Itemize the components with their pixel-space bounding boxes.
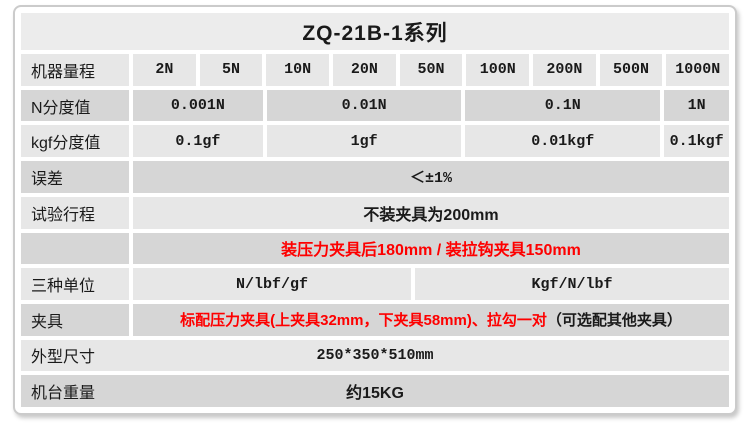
kgf-division-value: 0.1kgf — [664, 125, 730, 158]
fixture-value: 标配压力夹具(上夹具32mm，下夹具58mm)、拉勾一对 （可选配其他夹具） — [133, 303, 729, 336]
units-value: Kgf/N/lbf — [415, 268, 729, 300]
fixture-value-red: 标配压力夹具(上夹具32mm，下夹具58mm)、拉勾一对 — [180, 312, 547, 330]
row-label-fixture: 夹具 — [21, 303, 129, 336]
range-value: 20N — [333, 54, 396, 86]
spec-table-panel: ZQ-21B-1系列 机器量程 2N 5N 10N 20N 50N 100N 2… — [13, 5, 737, 415]
title-row: ZQ-21B-1系列 — [21, 13, 729, 50]
row-label-units: 三种单位 — [21, 268, 129, 300]
error-value: ＜±1% — [133, 161, 729, 193]
fixture-value-black: （可选配其他夹具） — [546, 312, 682, 330]
row-label-stroke-with-fixture — [21, 232, 129, 265]
row-error: 误差 ＜±1% — [21, 161, 729, 193]
row-stroke: 试验行程 不装夹具为200mm — [21, 196, 729, 229]
spec-table: ZQ-21B-1系列 机器量程 2N 5N 10N 20N 50N 100N 2… — [21, 13, 730, 408]
row-stroke-with-fixture: 装压力夹具后180mm / 装拉钩夹具150mm — [21, 232, 729, 265]
range-value: 100N — [466, 54, 530, 86]
dimensions-row-cell: 外型尺寸 250*350*510mm — [21, 339, 729, 372]
row-n-division: N分度值 0.001N 0.01N 0.1N 1N — [21, 89, 730, 122]
range-value: 10N — [266, 54, 330, 86]
range-value: 50N — [399, 54, 463, 86]
n-division-value: 0.01N — [266, 89, 462, 122]
row-weight: 机台重量 约15KG — [21, 375, 729, 408]
range-value: 500N — [599, 54, 663, 86]
weight-value: 约15KG — [346, 385, 404, 403]
row-range: 机器量程 2N 5N 10N 20N 50N 100N 200N 500N 10… — [21, 54, 730, 86]
row-label-stroke: 试验行程 — [21, 196, 129, 229]
n-division-value: 1N — [664, 89, 730, 122]
n-division-value: 0.001N — [133, 89, 263, 122]
kgf-division-value: 0.1gf — [133, 125, 263, 158]
row-label-kgf-division: kgf分度值 — [21, 125, 129, 158]
row-label-n-division: N分度值 — [21, 89, 129, 122]
row-kgf-division: kgf分度值 0.1gf 1gf 0.01kgf 0.1kgf — [21, 125, 730, 158]
range-value: 2N — [133, 54, 196, 86]
stroke-value: 不装夹具为200mm — [133, 196, 729, 229]
kgf-division-value: 1gf — [266, 125, 462, 158]
row-dimensions: 外型尺寸 250*350*510mm — [21, 339, 729, 372]
row-units: 三种单位 N/lbf/gf Kgf/N/lbf — [21, 268, 729, 300]
weight-row-cell: 机台重量 约15KG — [21, 375, 729, 408]
range-value: 200N — [533, 54, 596, 86]
units-value: N/lbf/gf — [133, 268, 411, 300]
range-value: 5N — [199, 54, 263, 86]
range-value: 1000N — [666, 54, 730, 86]
series-title: ZQ-21B-1系列 — [21, 13, 729, 50]
row-label-range: 机器量程 — [21, 54, 129, 86]
row-label-dimensions: 外型尺寸 — [31, 349, 96, 367]
row-fixture: 夹具 标配压力夹具(上夹具32mm，下夹具58mm)、拉勾一对 （可选配其他夹具） — [21, 303, 729, 336]
stroke-with-fixture-value: 装压力夹具后180mm / 装拉钩夹具150mm — [133, 232, 729, 265]
kgf-division-value: 0.01kgf — [465, 125, 661, 158]
dimensions-value: 250*350*510mm — [316, 346, 434, 364]
n-division-value: 0.1N — [465, 89, 661, 122]
row-label-weight: 机台重量 — [31, 385, 96, 403]
row-label-error: 误差 — [21, 161, 129, 193]
